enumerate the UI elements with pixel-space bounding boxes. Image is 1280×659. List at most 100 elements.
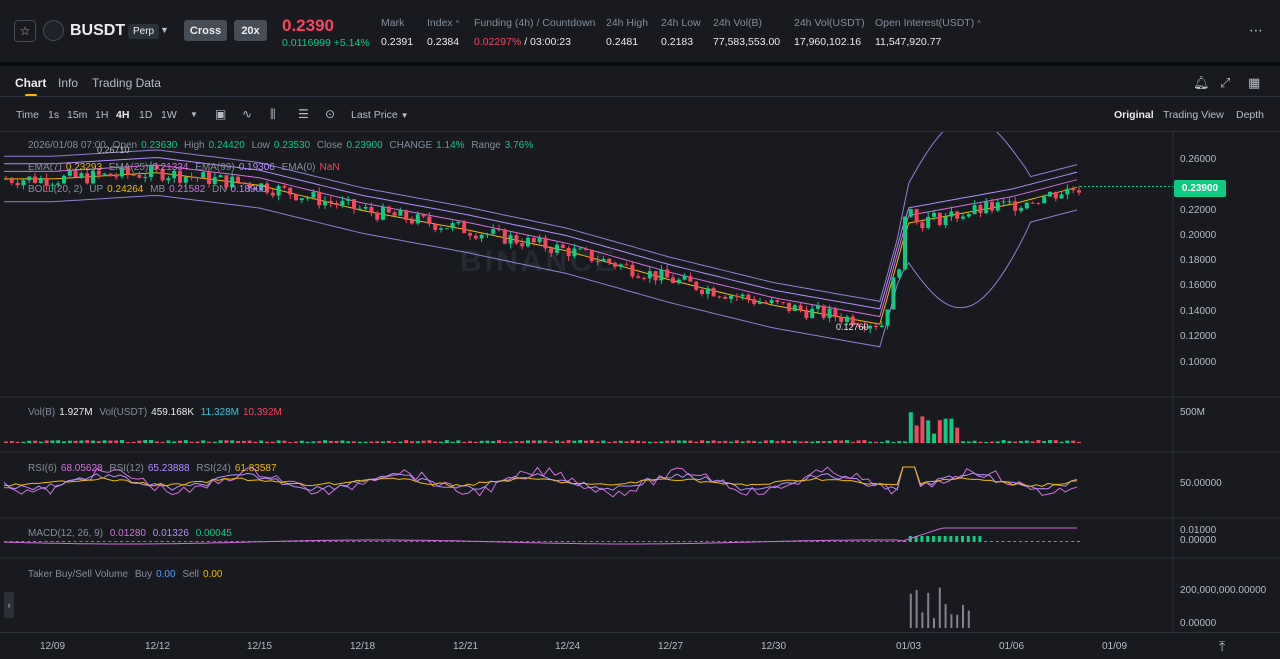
symbol-name[interactable]: BUSDT <box>70 22 126 39</box>
candle-body <box>56 183 61 185</box>
candle-body <box>178 170 182 183</box>
volume-bar <box>404 440 409 443</box>
candle-body <box>410 219 414 224</box>
candle-body <box>160 169 165 181</box>
macd-hist-bar <box>868 541 872 542</box>
candle-body <box>207 172 211 185</box>
volume-bar <box>891 441 896 443</box>
volume-bar <box>897 441 902 443</box>
view-trading-view[interactable]: Trading View <box>1163 109 1224 121</box>
interval-1w[interactable]: 1W <box>161 109 177 121</box>
volume-bar <box>839 440 844 443</box>
view-depth[interactable]: Depth <box>1236 109 1265 121</box>
macd-dif-line <box>3 527 1077 545</box>
macd-hist-bar <box>15 541 19 542</box>
volume-bar <box>908 412 913 443</box>
interval-1h[interactable]: 1H <box>95 109 109 121</box>
expand-icon[interactable]: ⤢ <box>1220 75 1231 90</box>
macd-hist-bar <box>537 541 541 542</box>
margin-mode-button[interactable]: Cross <box>184 20 227 41</box>
volume-bar <box>439 441 443 443</box>
volume-bar <box>340 440 345 443</box>
more-options-icon[interactable]: ⋯ <box>1249 22 1264 38</box>
interval-dropdown-icon[interactable]: ▼ <box>190 110 198 119</box>
tab-info[interactable]: Info <box>58 76 79 90</box>
volume-bar <box>810 441 815 443</box>
macd-hist-bar <box>1001 541 1005 542</box>
candle-body <box>79 173 84 177</box>
candle-body <box>33 176 37 183</box>
chart-area[interactable]: BINANCE 2026/01/08 07:00 Open 0.23630 Hig… <box>0 132 1280 632</box>
candlestick-chart[interactable] <box>0 132 1280 632</box>
macd-tick: 0.01000 <box>1180 525 1217 536</box>
collapse-panel-icon[interactable]: › <box>4 592 14 618</box>
macd-hist-bar <box>386 541 390 542</box>
grid-layout-icon[interactable]: ▦ <box>1248 75 1261 90</box>
macd-hist-bar <box>346 541 350 542</box>
candle-body <box>479 234 484 239</box>
macd-hist-bar <box>415 541 419 542</box>
macd-hist-bar <box>241 541 245 542</box>
volume-bar <box>694 441 699 443</box>
volume-bar <box>746 440 751 443</box>
candle-body <box>317 191 322 206</box>
date-tick: 01/03 <box>896 641 922 652</box>
volume-bar <box>630 440 635 443</box>
candle-body <box>1036 203 1041 205</box>
macd-hist-bar <box>682 541 686 542</box>
date-tick: 12/09 <box>40 641 66 652</box>
candle-body <box>218 175 223 178</box>
volume-bar <box>346 441 351 443</box>
taker-volume-bar <box>967 610 970 628</box>
interval-15m[interactable]: 15m <box>67 109 88 121</box>
tab-chart[interactable]: Chart <box>15 76 47 90</box>
macd-hist-bar <box>984 541 988 542</box>
price-tick: 0.16000 <box>1180 280 1217 291</box>
macd-hist-bar <box>218 541 222 542</box>
candle-body <box>189 176 194 178</box>
candle-body <box>1065 188 1070 195</box>
volume-bar <box>775 441 780 443</box>
volume-bar <box>984 441 989 443</box>
volume-tick: 500M <box>1180 407 1206 418</box>
chart-type-icon[interactable]: ⫼ <box>270 107 276 121</box>
interval-1d[interactable]: 1D <box>139 109 153 121</box>
stat-24h-low: 24h Low 0.2183 <box>661 17 701 48</box>
macd-hist-bar <box>433 541 437 542</box>
candle-body <box>85 173 90 184</box>
tab-trading-data[interactable]: Trading Data <box>92 76 161 90</box>
volume-bar <box>705 440 710 443</box>
volume-bar <box>444 440 449 443</box>
macd-hist-bar <box>154 541 158 542</box>
candle-body <box>21 180 26 186</box>
interval-4h[interactable]: 4H <box>116 109 130 121</box>
date-tick: 12/30 <box>761 641 787 652</box>
indicator-icon[interactable]: ∿ <box>242 107 253 121</box>
interval-1s[interactable]: 1s <box>48 109 60 121</box>
fit-to-screen-icon[interactable]: ⤒ <box>1219 638 1226 654</box>
favorite-star-icon[interactable]: ☆ <box>14 20 36 42</box>
macd-hist-bar <box>746 541 750 542</box>
price-source-icon[interactable]: ⊙ <box>325 107 336 121</box>
macd-hist-bar <box>827 541 831 542</box>
leverage-button[interactable]: 20x <box>234 20 267 41</box>
settings-sliders-icon[interactable]: ☰ <box>298 107 309 121</box>
volume-bar <box>787 441 791 443</box>
candle-body <box>560 244 565 248</box>
price-source-selector[interactable]: Last Price ▼ <box>351 109 409 121</box>
calendar-icon[interactable]: ▣ <box>215 107 227 121</box>
time-selector[interactable]: Time <box>16 109 39 121</box>
candle-body <box>758 302 762 304</box>
volume-bar <box>943 418 948 443</box>
date-tick: 01/09 <box>1102 641 1128 652</box>
candle-body <box>723 296 728 299</box>
volume-bar <box>688 440 693 443</box>
macd-hist-bar <box>613 541 616 542</box>
chevron-down-icon[interactable]: ▼ <box>160 25 169 35</box>
volume-bar <box>421 440 426 443</box>
volume-bar <box>531 440 536 443</box>
candle-body <box>914 209 919 223</box>
volume-bar <box>937 420 942 443</box>
bell-icon[interactable]: 🔔︎ <box>1193 75 1210 90</box>
view-original[interactable]: Original <box>1114 109 1154 121</box>
